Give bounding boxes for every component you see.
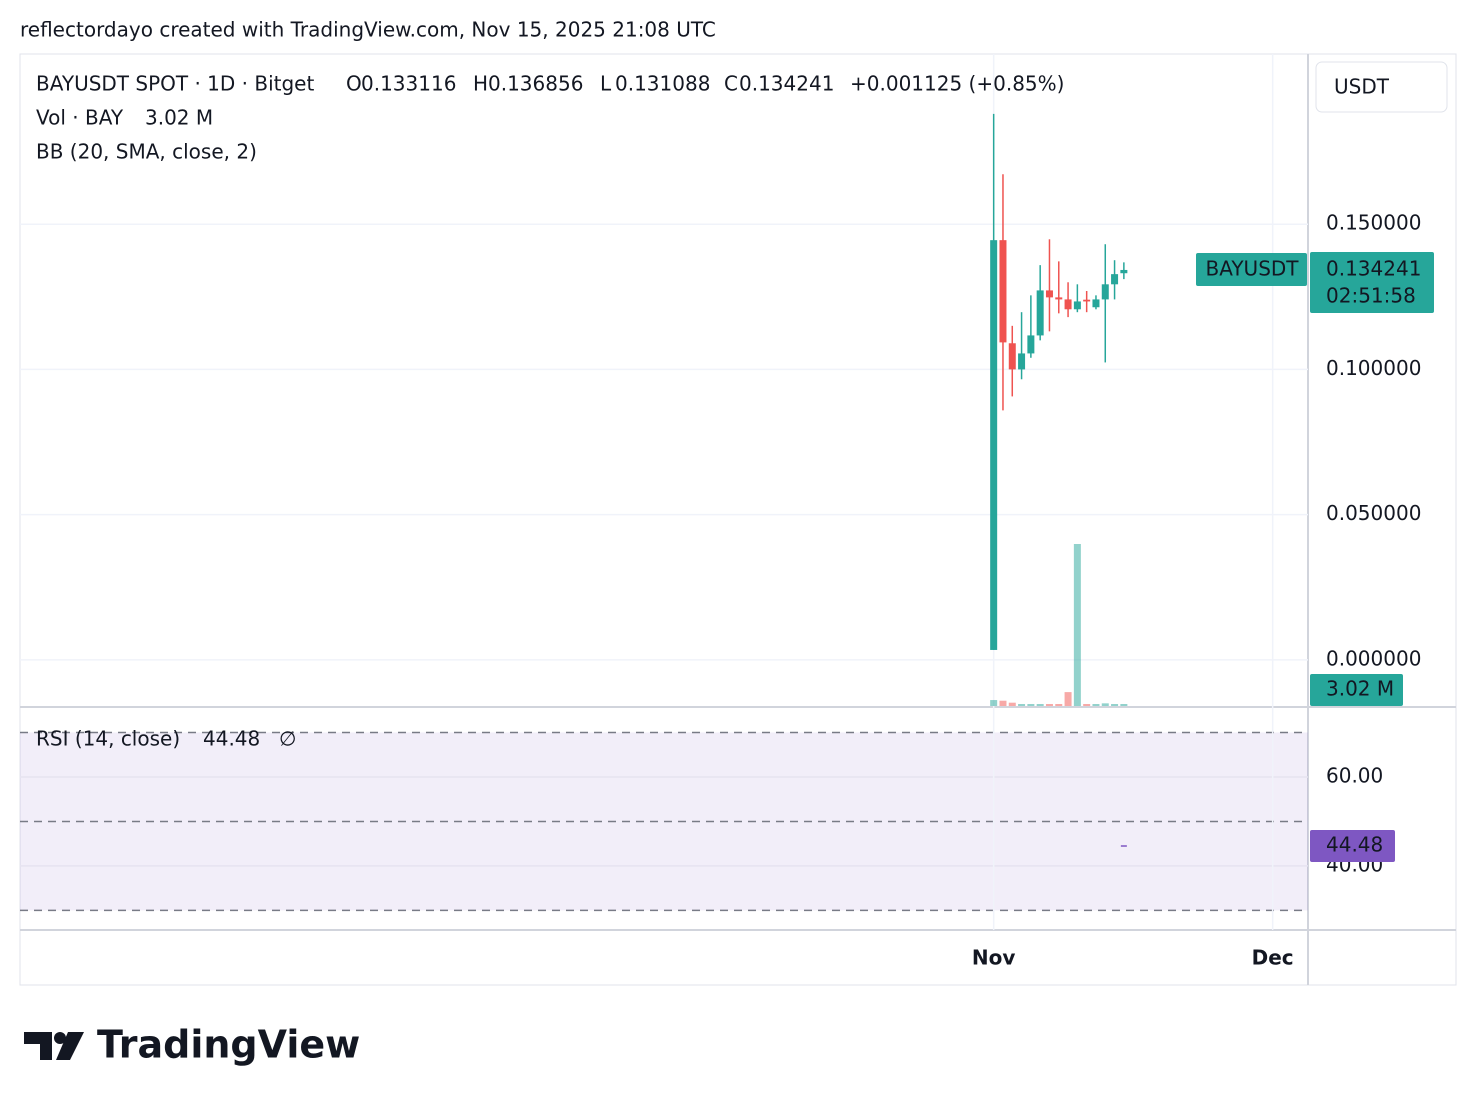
change: +0.001125 (+0.85%) [850, 72, 1064, 96]
countdown: 02:51:58 [1326, 283, 1416, 307]
candle-body [999, 240, 1007, 343]
y-tick-label: 0.000000 [1326, 646, 1421, 670]
ohlc-value: 0.131088 [615, 72, 710, 96]
candle-body [1036, 290, 1044, 336]
header: reflectordayo created with TradingView.c… [20, 18, 716, 42]
volume-legend: Vol · BAY [36, 106, 124, 130]
volume-bar [990, 700, 998, 706]
candle-body [1018, 353, 1026, 370]
volume-bar [1045, 704, 1053, 706]
currency[interactable]: USDT [1334, 75, 1390, 99]
volume-tag [1310, 674, 1403, 706]
candle-body [1083, 299, 1091, 302]
brand-logo [24, 1032, 84, 1060]
volume-bar [1101, 703, 1109, 706]
symbol: BAYUSDT SPOT · 1D · Bitget [36, 72, 314, 96]
rsi-tag-label: 44.48 [1326, 833, 1383, 857]
y-tick-label: 60.00 [1326, 763, 1383, 787]
currency-button[interactable] [1315, 61, 1448, 113]
rsi-hidden-marker: ∅ [279, 727, 296, 751]
rsi-legend: RSI (14, close) [36, 727, 180, 751]
candle-body [1045, 290, 1053, 298]
volume-bar [1083, 704, 1091, 706]
ohlc-key: L [600, 72, 612, 96]
rsi-legend-value: 44.48 [203, 727, 260, 751]
brand: TradingView [97, 1023, 360, 1067]
ohlc-key: O [346, 72, 362, 96]
ohlc-value: 0.136856 [488, 72, 583, 96]
x-tick-label: Dec [1252, 946, 1294, 970]
volume-bar [1092, 704, 1100, 706]
ohlc-value: 0.134241 [739, 72, 834, 96]
candle-body [1120, 269, 1128, 274]
price-tag [1310, 251, 1434, 313]
y-tick-label: 0.150000 [1326, 211, 1421, 235]
volume-bar [1064, 692, 1072, 706]
x-tick-label: Nov [972, 946, 1016, 970]
candle-body [1073, 301, 1081, 310]
volume-tag-label: 3.02 M [1326, 677, 1394, 701]
ohlc-value: 0.133116 [361, 72, 456, 96]
volume-bar [1036, 704, 1044, 706]
candle-body [990, 240, 998, 650]
volume-bar [1111, 704, 1119, 706]
volume-bar [1120, 704, 1128, 706]
volume-legend-value: 3.02 M [145, 106, 213, 130]
ohlc-key: C [724, 72, 738, 96]
volume-bar [999, 700, 1007, 706]
volume-bar [1008, 702, 1016, 706]
volume-bar [1055, 704, 1063, 706]
candle-body [1027, 335, 1035, 354]
volume-bar [1073, 544, 1081, 706]
candle-body [1111, 274, 1119, 285]
chart-frame [19, 53, 1457, 986]
candle-body [1064, 299, 1072, 310]
y-tick-label: 0.050000 [1326, 501, 1421, 525]
y-tick-label: 0.100000 [1326, 356, 1421, 380]
volume-bar [1027, 704, 1035, 706]
volume-bar [1018, 704, 1026, 706]
price-tag-label: 0.134241 [1326, 256, 1421, 280]
rsi-tag [1310, 830, 1395, 863]
candle-body [1055, 297, 1063, 300]
candle-body [1092, 299, 1100, 308]
indicator-legend: BB (20, SMA, close, 2) [36, 140, 257, 164]
ticker-tag-label: BAYUSDT [1205, 256, 1299, 280]
candle-body [1008, 343, 1016, 370]
candle-body [1101, 284, 1109, 300]
ticker-tag [1196, 252, 1307, 286]
ohlc-key: H [473, 72, 488, 96]
